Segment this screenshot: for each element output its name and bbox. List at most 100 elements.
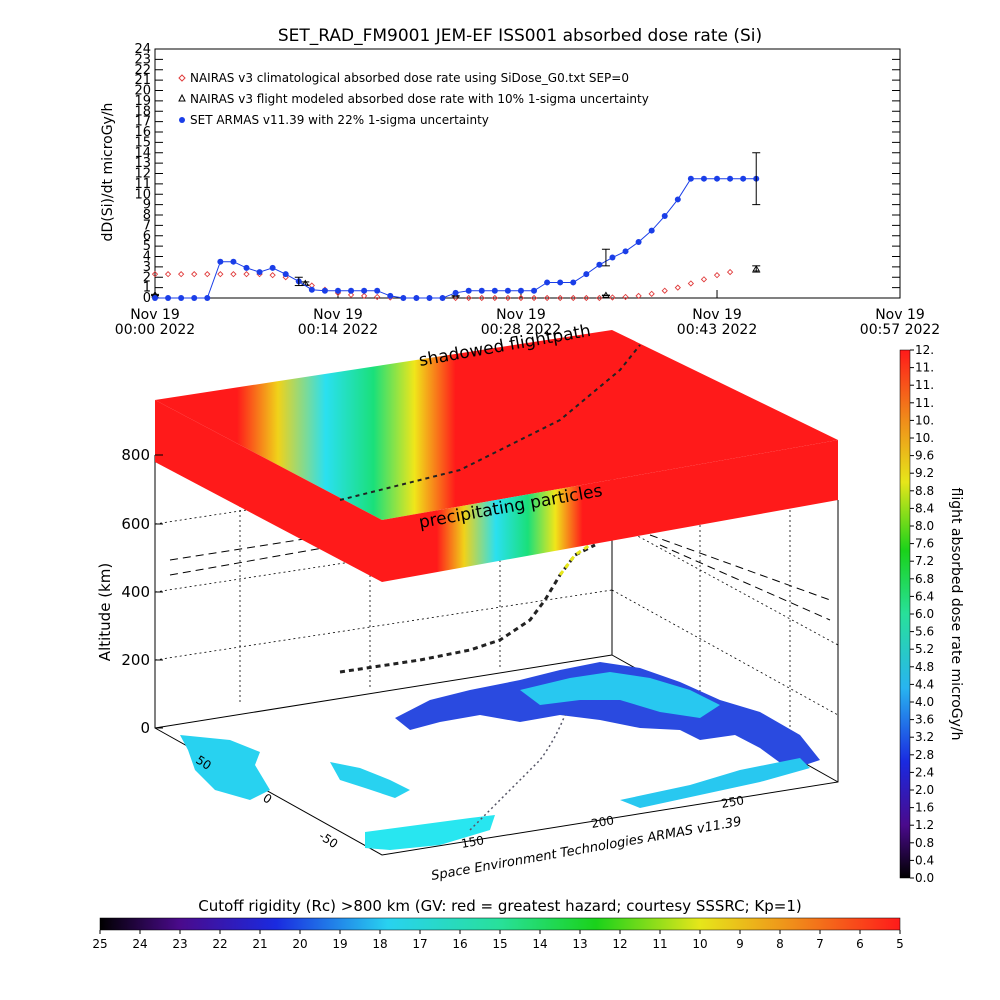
dose-colorbar-tick-label: 1.6 [915,801,934,815]
dose-colorbar-tick-label: 2.0 [915,783,934,797]
land-north-cyan [520,672,720,718]
data-point [308,286,315,293]
longitude-tick-label: 250 [720,793,745,811]
three-d-panel: shadowed flightpath precipitating partic… [96,321,839,884]
dose-colorbar-tick-label: 9.2 [915,466,934,480]
y-tick-label: 15 [134,135,151,150]
data-point [622,293,629,301]
data-point [452,289,459,296]
data-point [164,271,172,278]
x-tick-label-time: 00:43 2022 [677,322,757,338]
dose-colorbar-label: flight absorbed dose rate microGy/h [948,488,964,741]
data-point [583,271,590,278]
rigidity-colorbar-tick-label: 16 [452,937,467,951]
data-point [478,287,485,294]
dose-colorbar-tick-label: 4.8 [915,660,934,674]
legend-marker [178,74,186,82]
data-point [387,292,394,299]
dose-colorbar-tick-label: 0.4 [915,853,934,867]
rigidity-colorbar-tick-label: 25 [92,937,107,951]
y-tick-label: 17 [134,115,151,130]
dose-colorbar-tick-label: 11. [915,378,934,392]
dose-colorbar-tick-label: 7.6 [915,537,934,551]
rigidity-colorbar-tick-label: 14 [532,937,547,951]
data-point [426,295,433,301]
x-tick-label-date: Nov 19 [313,307,363,323]
land-south-america [620,758,810,808]
data-point [504,294,512,302]
dose-colorbar-tick-label: 10. [915,431,934,445]
data-point [243,271,250,278]
data-point [230,271,237,278]
data-point [491,287,498,294]
data-point [714,175,721,182]
legend-marker [178,93,186,102]
data-point [543,294,551,302]
flight-ground-track [469,714,566,831]
data-point [178,271,185,278]
latitude-tick-label: -50 [316,829,340,851]
y-tick-label: 4 [143,250,151,265]
dose-colorbar-tick-label: 12. [915,343,934,357]
x-tick-label-date: Nov 19 [875,307,925,323]
slab-right [382,440,838,582]
data-point [491,294,498,302]
dose-colorbar-tick-label: 0.0 [915,871,934,885]
data-point [609,254,616,261]
altitude-tick-label: 200 [121,651,150,669]
rigidity-colorbar-tick-label: 23 [172,937,187,951]
series-circle [152,152,761,301]
series-line [155,178,757,299]
dose-colorbar-tick-label: 3.2 [915,730,934,744]
data-point [727,175,734,182]
data-point [204,295,211,301]
dose-colorbar-rect [899,349,911,879]
y-axis-label: dD(Si)/dt microGy/h [100,103,116,242]
data-point [400,295,407,301]
y-tick-label: 14 [134,146,151,161]
data-point [635,238,642,245]
data-point [648,290,655,297]
data-point [256,269,263,276]
y-tick-label: 11 [134,177,151,192]
data-point [374,293,381,301]
dose-colorbar-tick-label: 11. [915,396,934,410]
rigidity-colorbar-tick-label: 5 [896,937,904,951]
data-point [557,279,564,286]
dose-colorbar-tick-label: 10. [915,413,934,427]
rigidity-colorbar-tick-label: 12 [612,937,627,951]
data-point [282,271,289,278]
data-point [570,294,577,302]
dose-colorbar-tick-label: 1.2 [915,818,934,832]
y-tick-label: 8 [143,208,151,223]
y-tick-label: 12 [134,167,151,182]
data-point [269,272,276,279]
dose-colorbar-tick-label: 11. [915,361,934,375]
rigidity-colorbar-title: Cutoff rigidity (Rc) >800 km (GV: red = … [198,897,801,915]
data-point [151,271,159,278]
x-tick-label-time: 00:14 2022 [298,322,378,338]
y-tick-label: 20 [134,84,151,99]
land-islands [330,762,410,798]
rigidity-colorbar-tick-label: 8 [776,937,784,951]
y-tick-label: 2 [143,270,151,285]
timeseries-plot: 0123456789101112131415161718192021222324… [115,42,940,338]
altitude-ticks: 0 200 400 600 800 [121,446,163,737]
data-point [321,287,328,294]
rigidity-colorbar-tick-label: 10 [692,937,707,951]
data-point [465,294,472,302]
dose-colorbar-tick-label: 9.6 [915,449,934,463]
x-tick-label-date: Nov 19 [496,307,546,323]
chart-title: SET_RAD_FM9001 JEM-EF ISS001 absorbed do… [278,26,762,46]
data-point [596,261,603,268]
legend-label: SET ARMAS v11.39 with 22% 1-sigma uncert… [190,113,489,127]
altitude-axis-label: Altitude (km) [96,563,114,661]
x-tick-label-date: Nov 19 [130,307,180,323]
x-tick-label-time: 00:57 2022 [860,322,940,338]
series-triangle [151,265,761,299]
data-point [700,175,707,182]
y-tick-label: 10 [134,187,151,202]
rigidity-colorbar-tick-label: 21 [252,937,267,951]
